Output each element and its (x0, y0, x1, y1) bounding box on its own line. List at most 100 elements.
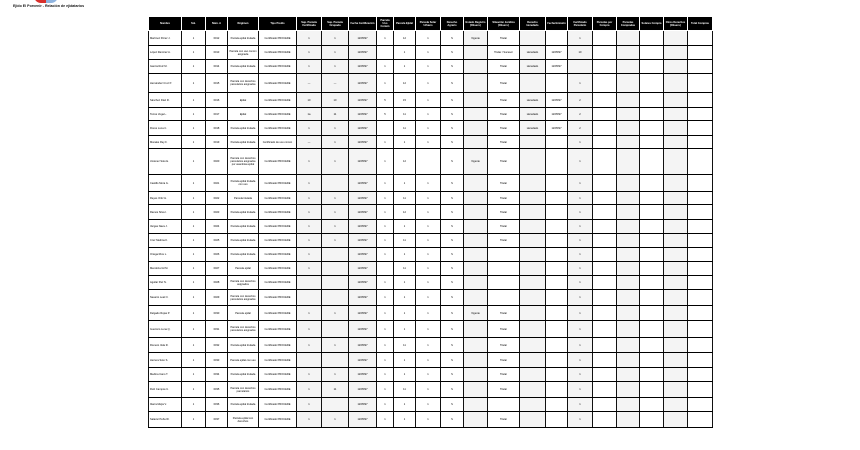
table-cell (639, 45, 664, 60)
table-cell: 1 (296, 59, 322, 74)
table-cell (519, 191, 546, 205)
table-cell: Parcela ejidal titulada (227, 233, 259, 248)
table-cell: 11 (393, 233, 416, 248)
table-cell: 11 (321, 107, 349, 121)
table-cell (463, 191, 488, 205)
table-cell (639, 191, 664, 205)
table-cell: 1 (393, 275, 416, 290)
table-cell: 1a (296, 107, 322, 121)
table-cell: 5 (376, 107, 394, 121)
table-cell (321, 247, 349, 262)
table-cell: Titular (487, 92, 520, 108)
table-cell (663, 233, 688, 248)
table-row: Martínez Pérez J. 1 0012 Parcela ejidal tit… (148, 30, 713, 46)
table-cell: Titular (487, 148, 520, 175)
table-cell: 1 (415, 30, 441, 46)
table-cell (687, 204, 713, 220)
table-cell: Certificado PROCEDE (258, 73, 297, 93)
table-cell: Certificado PROCEDE (258, 233, 297, 248)
table-cell: 0026 (205, 247, 228, 262)
table-cell: 1 (415, 174, 441, 192)
table-cell: 1 (181, 30, 206, 46)
table-cell: Certificado PROCEDE (258, 30, 297, 46)
table-cell (463, 92, 488, 108)
table-cell: 0024 (205, 219, 228, 234)
table-cell (616, 45, 640, 60)
table-cell (519, 289, 546, 306)
table-cell: 12/05/97 (348, 135, 377, 149)
table-cell (519, 397, 546, 412)
table-cell (463, 45, 488, 60)
table-cell (616, 247, 640, 262)
table-row: Medina Cano T. 1 0034 Parcela ejidal titula… (148, 367, 713, 382)
column-header: Derecho Agrario (440, 16, 464, 31)
table-cell: 1 (181, 367, 206, 382)
table-cell (519, 275, 546, 290)
table-cell (592, 352, 617, 368)
table-cell: 1 (296, 411, 322, 428)
table-cell: 0027 (205, 261, 228, 276)
table-cell (639, 174, 664, 192)
table-cell: 1 (415, 191, 441, 205)
table-cell (545, 320, 568, 338)
table-cell (616, 107, 640, 121)
table-cell: 0031 (205, 320, 228, 338)
table-cell: Titular (487, 135, 520, 149)
table-cell: 12/05/97 (348, 320, 377, 338)
table-cell: Medina Cano T. (148, 367, 182, 382)
table-cell (519, 367, 546, 382)
table-cell (639, 92, 664, 108)
table-cell: Castillo Mora G. (148, 174, 182, 192)
table-cell: 1 (296, 45, 322, 60)
table-cell: 1 (296, 367, 322, 382)
table-cell (592, 174, 617, 192)
table-cell: 1 (415, 204, 441, 220)
table-cell: Parcela con derechos asignados (227, 275, 259, 290)
table-cell: 1 (181, 352, 206, 368)
table-cell: 12/05/97 (348, 204, 377, 220)
table-cell (639, 233, 664, 248)
table-cell: 0023 (205, 204, 228, 220)
table-cell (463, 411, 488, 428)
table-cell: 12/05/97 (545, 45, 568, 60)
table-cell (592, 92, 617, 108)
table-cell (687, 275, 713, 290)
table-cell (592, 191, 617, 205)
table-cell (616, 411, 640, 428)
table-cell (687, 289, 713, 306)
table-cell: 1 (376, 289, 394, 306)
table-cell: S (440, 320, 464, 338)
table-cell: S (440, 275, 464, 290)
table-cell: Parcela con derechos parcelarios asignad… (227, 148, 259, 175)
table-cell: 12/05/97 (348, 107, 377, 121)
table-cell: Titular (487, 191, 520, 205)
table-cell: S (440, 174, 464, 192)
table-cell: 0029 (205, 289, 228, 306)
table-cell: 1 (393, 411, 416, 428)
table-cell: Certificado PROCEDE (258, 148, 297, 175)
table-cell (639, 135, 664, 149)
table-cell (463, 219, 488, 234)
table-cell: 1 (415, 107, 441, 121)
table-cell: Titular (487, 59, 520, 74)
table-cell: 1 (415, 337, 441, 353)
column-header: Sol. (181, 16, 206, 31)
table-cell: Titular (487, 174, 520, 192)
table-cell (592, 261, 617, 276)
table-cell: S (440, 107, 464, 121)
table-cell: 1 (296, 204, 322, 220)
table-cell (519, 174, 546, 192)
column-header: Estado Registro (Observ.) (463, 16, 488, 31)
table-cell: Parcela ejidal titulada (227, 397, 259, 412)
table-row: Ibarra Mejía V. 1 0036 Parcela ejidal titul… (148, 397, 713, 412)
table-cell: 1 (567, 204, 593, 220)
table-cell (663, 59, 688, 74)
ejidatarios-table: Nombre Sol. Núm. A Régimen Tipo Predio Sup. P… (148, 16, 713, 428)
column-header: Tipo Predio (258, 16, 297, 31)
table-cell (687, 233, 713, 248)
table-cell: 1 (181, 275, 206, 290)
table-cell: 12/05/97 (348, 289, 377, 306)
table-cell: Certificado PROCEDE (258, 381, 297, 398)
table-cell: 0015 (205, 73, 228, 93)
table-cell (663, 73, 688, 93)
